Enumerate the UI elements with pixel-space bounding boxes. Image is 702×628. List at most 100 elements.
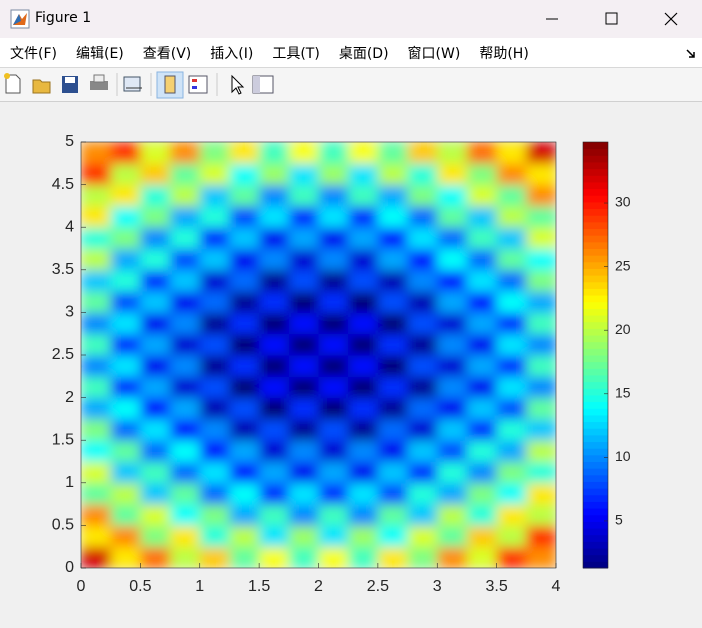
heatmap-cell: [466, 312, 498, 335]
heatmap-cell: [170, 355, 201, 377]
heatmap-cell: [348, 291, 379, 313]
heatmap-cell: [199, 397, 230, 420]
heatmap-cell: [229, 504, 260, 526]
heatmap-cell: [170, 248, 201, 271]
legend-button[interactable]: [188, 75, 208, 94]
property-editor-button[interactable]: [252, 75, 274, 94]
heatmap-cell: [318, 291, 349, 313]
heatmap-cell: [348, 418, 379, 441]
heatmap-cell: [437, 291, 468, 313]
colorbar-swatch: [583, 315, 608, 323]
colorbar-swatch: [583, 155, 608, 163]
heatmap-cell: [110, 482, 141, 505]
heatmap-cell: [318, 418, 349, 441]
colorbar-swatch: [583, 361, 608, 369]
colorbar-swatch: [583, 414, 608, 423]
heatmap-cell: [437, 142, 468, 164]
colorbar-swatch: [583, 275, 608, 283]
heatmap-cell: [259, 504, 290, 526]
link-button[interactable]: [123, 76, 142, 92]
heatmap-cell: [140, 248, 171, 271]
menu-expand[interactable]: [684, 46, 698, 60]
colorbar-swatch: [583, 255, 608, 263]
heatmap-cell: [348, 461, 379, 484]
heatmap-cell: [229, 184, 260, 207]
colorbar-swatch: [583, 348, 608, 356]
heatmap-cell: [199, 525, 230, 548]
heatmap-cell: [288, 525, 319, 548]
maximize-button[interactable]: [605, 12, 618, 25]
heatmap-cell: [496, 142, 527, 164]
menu-item[interactable]: 帮助(H): [479, 45, 529, 62]
heatmap-cell: [81, 546, 112, 568]
heatmap-cell: [407, 525, 438, 548]
colorbar-swatch: [583, 321, 608, 329]
heatmap-cell: [526, 397, 556, 420]
heatmap-cell: [348, 312, 379, 335]
menu-item[interactable]: 工具(T): [272, 45, 320, 62]
heatmap-cell: [288, 440, 319, 462]
heatmap-cell: [526, 461, 556, 484]
y-tick-label: 3: [65, 304, 74, 321]
heatmap-cell: [110, 418, 141, 441]
close-button[interactable]: [664, 12, 678, 26]
heatmap-cell: [377, 418, 409, 441]
heatmap-cell: [170, 525, 201, 548]
heatmap-cell: [259, 440, 290, 462]
open-button[interactable]: [32, 79, 51, 94]
heatmap-cell: [199, 312, 230, 335]
save-button[interactable]: [62, 76, 78, 93]
heatmap-cell: [110, 184, 141, 207]
menu-item[interactable]: 文件(F): [10, 45, 57, 62]
heatmap-cell: [170, 227, 201, 249]
heatmap-cell: [259, 333, 290, 356]
heatmap-cell: [377, 312, 409, 335]
heatmap-cell: [318, 227, 349, 249]
heatmap-cell: [229, 440, 260, 462]
menu-item[interactable]: 编辑(E): [75, 45, 124, 62]
heatmap-cell: [140, 184, 171, 207]
heatmap-cell: [170, 312, 201, 335]
heatmap-cell: [81, 312, 112, 335]
heatmap-cell: [140, 355, 171, 377]
heatmap-cell: [496, 291, 527, 313]
select-button[interactable]: [231, 74, 245, 95]
heatmap-cell: [526, 269, 556, 292]
heatmap-cell: [348, 248, 379, 271]
heatmap-cell: [318, 269, 349, 292]
colorbar-box: [582, 141, 609, 569]
heatmap-cell: [199, 546, 230, 568]
heatmap-cell: [407, 355, 438, 377]
print-button[interactable]: [90, 74, 108, 90]
heatmap-cell: [140, 142, 171, 164]
heatmap-cell: [229, 397, 260, 420]
colorbar-swatch: [583, 541, 608, 549]
heatmap-cell: [496, 418, 527, 441]
toolbar-icons: [4, 71, 274, 99]
heatmap-cell: [348, 184, 379, 207]
heatmap-cell: [466, 482, 498, 505]
heatmap-cell: [526, 333, 556, 356]
menu-item[interactable]: 窗口(W): [407, 45, 461, 62]
heatmap-cell: [110, 248, 141, 271]
heatmap-cell: [259, 163, 290, 186]
heatmap-cell: [318, 355, 349, 377]
colorbar-swatch: [583, 268, 608, 276]
heatmap-cell: [318, 440, 349, 462]
heatmap-cell: [318, 397, 349, 420]
colorbar-button[interactable]: [156, 71, 184, 99]
new-figure-button[interactable]: [4, 73, 21, 94]
heatmap-cell: [466, 525, 498, 548]
heatmap-cell: [229, 376, 260, 399]
menu-item[interactable]: 插入(I): [210, 45, 254, 62]
menu-item[interactable]: 查看(V): [142, 45, 192, 62]
heatmap-cell: [407, 482, 438, 505]
colorbar-swatch: [583, 481, 608, 489]
heatmap-cell: [377, 440, 409, 462]
window-controls[interactable]: [540, 0, 700, 38]
menu-item[interactable]: 桌面(D): [338, 45, 389, 62]
heatmap-cell: [377, 184, 409, 207]
colorbar-swatch: [583, 148, 608, 156]
heatmap-cell: [81, 269, 112, 292]
heatmap-cell: [377, 248, 409, 271]
